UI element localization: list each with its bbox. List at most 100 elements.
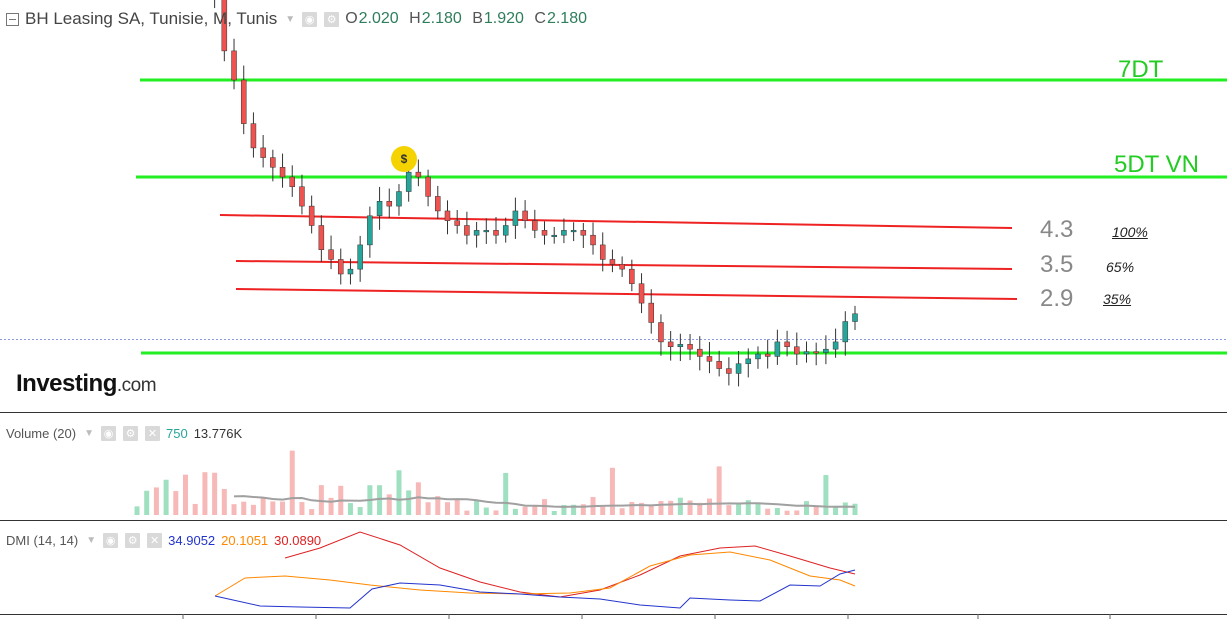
dmi-minus-value: 20.1051 [221,533,269,548]
dmi-legend[interactable]: DMI (14, 14) ▼ ◉ ⚙ ✕ 34.9052 20.1051 30.08… [6,533,321,548]
fib-line-100[interactable] [219,214,1013,229]
target-label-5dt[interactable]: 5DT VN [1114,151,1199,178]
chevron-down-icon[interactable]: ▼ [86,535,97,546]
volume-bar [639,502,645,515]
volume-bar [658,501,664,515]
close-icon[interactable]: ✕ [147,533,163,548]
symbol-title[interactable]: BH Leasing SA, Tunisie, M, Tunis [25,9,278,28]
chevron-down-icon[interactable]: ▼ [84,428,94,439]
volume-bar [299,502,305,515]
time-axis-ticks [182,614,1111,619]
fib-pct-35[interactable]: 35% [1103,291,1132,307]
volume-bar [697,502,703,515]
volume-bar [522,506,528,515]
candle-body [396,191,402,207]
candle-body [464,225,470,236]
volume-legend[interactable]: Volume (20) ▼ ◉ ⚙ ✕ 750 13.776K [6,426,242,441]
dmi-adx-value: 30.0890 [274,533,322,548]
volume-bar [474,500,480,515]
volume-bar [163,479,169,515]
candle-body [599,244,606,260]
volume-bar [250,504,256,515]
candle-body [803,351,810,355]
fib-value-65[interactable]: 3.5 [1040,251,1074,278]
volume-title[interactable]: Volume (20) [6,426,77,441]
candle-body [658,322,664,343]
volume-bar [765,508,771,515]
volume-value: 750 [166,426,188,441]
close-icon[interactable]: ✕ [145,426,160,441]
dmi-plus-line [214,569,856,609]
candle-body [318,225,325,250]
volume-bar [435,496,441,515]
volume-bar [280,501,286,515]
candle-body [231,50,237,81]
chevron-down-icon[interactable]: ▼ [285,13,296,25]
candle-body [667,341,674,347]
fib-value-100[interactable]: 4.3 [1040,216,1074,243]
volume-bar [260,496,266,515]
volume-bar [183,474,189,515]
volume-bar [542,499,548,515]
candle-body [687,344,693,350]
candle-body [570,230,577,233]
volume-bar [425,502,431,515]
candle-body [726,368,732,374]
eye-icon[interactable]: ◉ [302,11,318,27]
fib-pct-100[interactable]: 100% [1112,224,1148,240]
volume-bar [619,508,625,515]
collapse-icon[interactable] [6,12,19,26]
candle-body [454,220,460,226]
volume-bar [833,505,839,515]
volume-bar [852,503,858,515]
gear-icon[interactable]: ⚙ [324,11,340,27]
volume-bar [231,504,237,515]
volume-bar [813,506,819,515]
candle-body [755,353,761,360]
volume-bar [571,504,577,515]
candle-body [376,201,383,217]
gear-icon[interactable]: ⚙ [123,426,138,441]
fib-line-35[interactable] [235,288,1018,300]
dmi-adx-line [284,531,856,598]
fib-pct-65[interactable]: 65% [1106,259,1135,275]
volume-bar [444,502,450,515]
candle-body [774,341,781,357]
candle-body [716,361,722,369]
candle-body [532,220,538,231]
volume-bar [202,472,208,515]
candle-body [784,341,790,347]
candle-body [832,341,839,350]
ohlc-high-key: H [409,10,421,27]
gear-icon[interactable]: ⚙ [125,533,141,548]
symbol-legend[interactable]: BH Leasing SA, Tunisie, M, Tunis ▼ ◉ ⚙ O… [6,9,593,29]
candle-body [444,210,451,221]
ohlc-low-key: B [472,10,483,27]
candle-body [842,321,849,343]
target-label-7dt[interactable]: 7DT [1118,56,1164,83]
eye-icon[interactable]: ◉ [101,426,116,441]
candle-body [629,268,635,284]
volume-bar [415,482,421,515]
volume-bar [144,490,150,515]
volume-bar [192,503,198,515]
dmi-plus-value: 34.9052 [168,533,216,548]
fib-value-35[interactable]: 2.9 [1040,285,1074,312]
volume-bar [270,501,276,515]
candlestick-series[interactable] [135,0,858,387]
candle-body [386,201,393,207]
dmi-title[interactable]: DMI (14, 14) [6,533,79,548]
volume-bar [212,472,218,515]
dividend-marker-icon[interactable]: $ [391,146,417,172]
ohlc-open-key: O [345,10,358,27]
volume-bar [328,497,334,515]
volume-bar [784,510,790,515]
volume-bar [842,502,848,515]
volume-bar [745,500,751,515]
volume-bar [561,504,567,515]
eye-icon[interactable]: ◉ [103,533,119,548]
candle-body [764,353,771,357]
volume-bar [377,485,383,515]
volume-bar [386,494,392,515]
